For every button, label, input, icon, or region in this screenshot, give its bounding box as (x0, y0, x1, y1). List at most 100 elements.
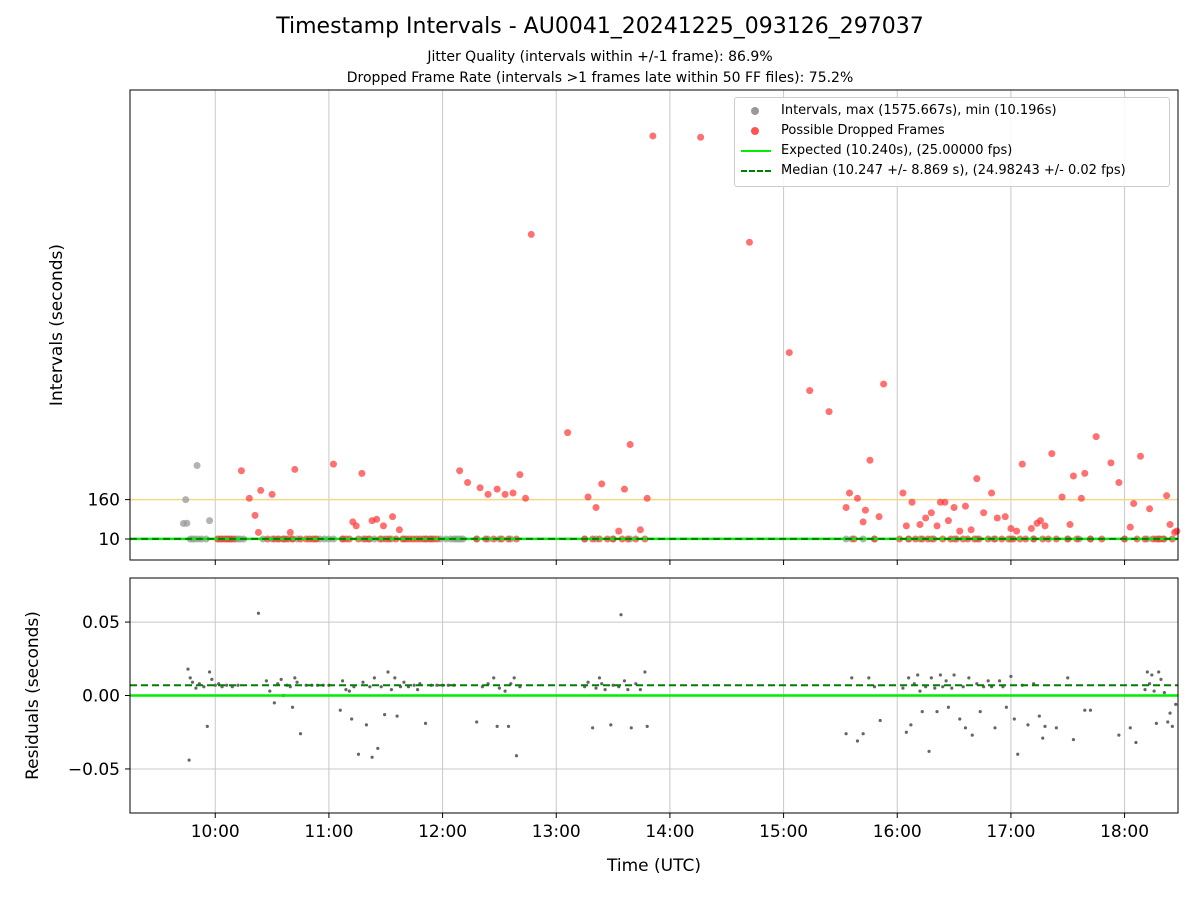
x-tick-label: 16:00 (873, 822, 922, 842)
residual-point (268, 689, 272, 693)
residual-point (190, 680, 195, 684)
residual-point (938, 673, 943, 677)
dropped-frame-point (922, 514, 930, 522)
residual-point (383, 712, 387, 717)
dropped-frame-point (522, 494, 530, 502)
residual-point (594, 686, 598, 690)
residual-point (1152, 689, 1156, 693)
residual-point (1083, 708, 1087, 712)
residual-point (1041, 736, 1045, 740)
residual-point (629, 726, 633, 730)
dropped-frame-point (1163, 492, 1171, 500)
dropped-frame-point (1081, 469, 1089, 477)
dropped-frame-point (1013, 527, 1021, 535)
residual-point (1012, 717, 1016, 721)
legend-dropped-marker (751, 127, 759, 135)
y-tick-label: 0.05 (82, 613, 120, 633)
residual-point (1174, 702, 1178, 706)
dropped-frame-point (861, 506, 869, 514)
residual-point (1043, 724, 1047, 728)
residual-point (389, 688, 394, 692)
residual-point (1145, 670, 1149, 674)
residual-point (370, 755, 374, 759)
dropped-frame-point (825, 408, 833, 416)
dropped-frame-point (1048, 450, 1056, 458)
dropped-frame-point (902, 522, 910, 530)
dropped-frame-point (1036, 517, 1044, 525)
dropped-frame-point (973, 475, 981, 483)
residual-point (290, 705, 295, 709)
dropped-frame-point (1173, 527, 1181, 535)
legend-expected-label: Expected (10.240s), (25.00000 fps) (781, 143, 1013, 158)
dropped-frame-point (1018, 460, 1026, 468)
residual-point (907, 676, 911, 680)
residual-point (1117, 733, 1121, 737)
residual-point (993, 726, 997, 730)
dropped-frame-point (598, 480, 606, 488)
dropped-frame-point (620, 485, 628, 493)
dropped-frame-point (899, 489, 907, 497)
residual-point (901, 686, 905, 690)
residual-point (638, 688, 642, 692)
dropped-frame-point (853, 494, 861, 502)
y-axis-label: Intervals (seconds) (47, 244, 67, 406)
residual-point (918, 689, 922, 693)
dropped-frame-point (927, 509, 935, 517)
residual-point (967, 676, 971, 680)
residual-point (205, 724, 209, 728)
legend-median-line (741, 170, 771, 172)
y-axis-label: Residuals (seconds) (23, 611, 43, 780)
residual-point (194, 686, 198, 690)
dropped-frame-point (993, 514, 1001, 522)
dropped-frame-point (1058, 493, 1066, 501)
y-tick-label: −0.05 (68, 760, 120, 780)
residual-point (402, 680, 406, 684)
dropped-frame-point (257, 486, 265, 494)
y-tick-label: 10 (98, 530, 120, 550)
residual-point (909, 723, 913, 727)
residual-point (1004, 705, 1008, 709)
residual-point (514, 754, 519, 758)
dropped-frame-point (501, 490, 509, 498)
dropped-frame-point (509, 489, 517, 497)
residual-point (298, 732, 303, 736)
dropped-frame-point (866, 456, 874, 464)
dropped-frame-point (961, 502, 969, 510)
residual-point (1170, 724, 1174, 728)
residual-point (415, 688, 420, 692)
residual-point (929, 676, 933, 680)
legend-dropped-label: Possible Dropped Frames (781, 123, 945, 138)
legend-item-expected: Expected (10.240s), (25.00000 fps) (735, 141, 1169, 161)
x-tick-label: 15:00 (759, 822, 808, 842)
x-tick-label: 11:00 (304, 822, 353, 842)
residual-point (920, 710, 924, 714)
dropped-frame-point (916, 521, 924, 529)
dropped-frame-point (379, 522, 387, 530)
dropped-frame-point (1115, 479, 1123, 487)
dropped-frame-point (1126, 523, 1134, 531)
residual-point (626, 688, 630, 692)
dropped-frame-point (944, 517, 952, 525)
residual-point (961, 685, 965, 689)
residual-point (1009, 674, 1013, 679)
jitter-quality-subtitle: Jitter Quality (intervals within +/-1 fr… (427, 49, 773, 65)
residual-point (603, 688, 607, 692)
legend: Intervals, max (1575.667s), min (10.196s… (734, 97, 1170, 187)
residual-point (1168, 711, 1172, 715)
x-tick-label: 13:00 (532, 822, 581, 842)
dropped-frame-point (493, 485, 501, 493)
residual-point (364, 723, 369, 727)
residual-point (1066, 676, 1070, 680)
residual-point (503, 689, 507, 693)
dropped-frame-point (245, 494, 253, 502)
legend-intervals-marker (751, 107, 759, 115)
residual-point (368, 685, 372, 689)
x-tick-label: 14:00 (645, 822, 694, 842)
residual-point (379, 685, 383, 689)
residual-point (279, 677, 283, 681)
residual-point (347, 689, 351, 693)
interval-point (182, 496, 190, 504)
residual-point (933, 686, 937, 690)
dropped-frame-point (1130, 500, 1138, 508)
interval-point (183, 519, 191, 527)
